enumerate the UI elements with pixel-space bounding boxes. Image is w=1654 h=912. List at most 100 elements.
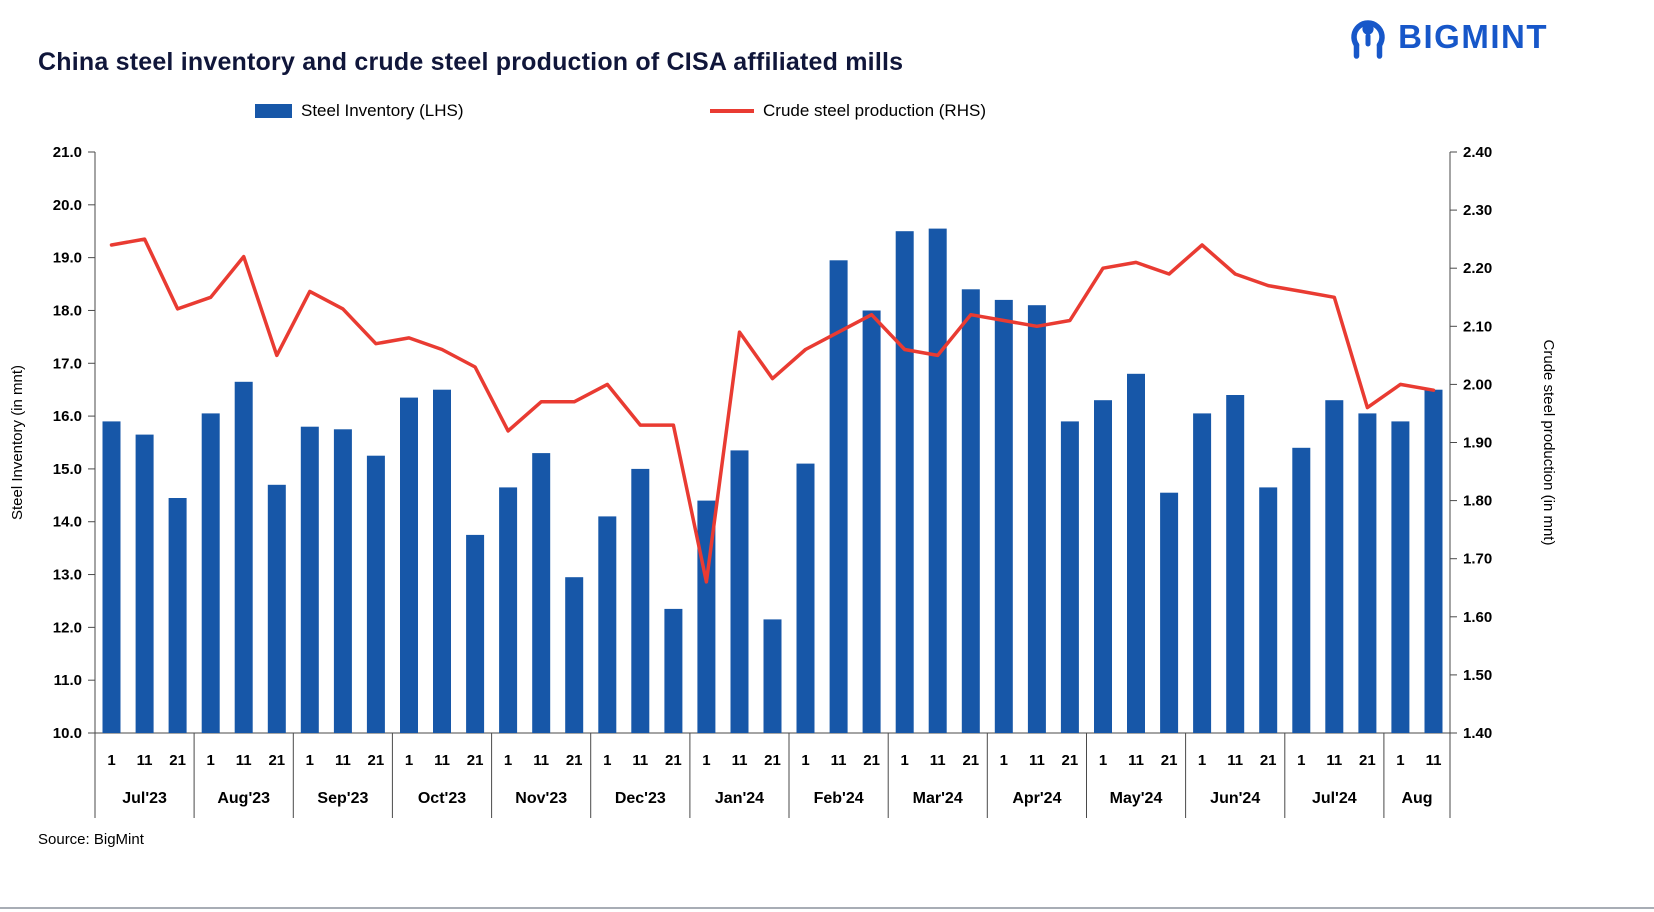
legend-label-crude-production: Crude steel production (RHS) — [763, 101, 986, 120]
month-label: Jun'24 — [1210, 790, 1260, 807]
inventory-bar — [598, 516, 617, 733]
inventory-bar — [1292, 447, 1311, 733]
inventory-bar — [1391, 421, 1410, 733]
bigmint-logo-text: BIGMINT — [1398, 18, 1548, 55]
x-tick-label: 1 — [405, 752, 413, 769]
inventory-bar — [433, 389, 451, 733]
inventory-bar — [168, 498, 187, 733]
month-label: Jul'24 — [1312, 790, 1357, 807]
x-tick-label: 1 — [306, 752, 314, 769]
month-label: Jan'24 — [715, 790, 764, 807]
inventory-bar — [1060, 421, 1079, 733]
x-tick-label: 21 — [1161, 752, 1178, 769]
x-tick-label: 21 — [1359, 752, 1376, 769]
inventory-bar — [631, 468, 650, 733]
month-label: Aug — [1401, 790, 1432, 807]
bigmint-logo: BIGMINT — [1347, 14, 1548, 60]
legend-label-steel-inventory: Steel Inventory (LHS) — [301, 101, 464, 120]
inventory-bar — [234, 381, 253, 733]
x-tick-label: 21 — [665, 752, 682, 769]
inventory-bar — [1094, 400, 1112, 733]
inventory-bar — [730, 450, 749, 733]
month-label: Apr'24 — [1012, 790, 1061, 807]
inventory-bar — [300, 426, 319, 733]
inventory-bar — [1259, 487, 1278, 733]
inventory-bar — [862, 310, 881, 733]
inventory-bar — [1358, 413, 1377, 733]
y-left-tick-label: 16.0 — [53, 408, 82, 425]
inventory-bar — [961, 289, 980, 733]
bar-swatch-icon — [255, 104, 292, 118]
inventory-bar — [466, 534, 485, 733]
inventory-bar — [135, 434, 154, 733]
y-left-tick-label: 17.0 — [53, 355, 82, 372]
x-tick-label: 11 — [137, 752, 153, 769]
inventory-bar — [763, 619, 782, 733]
month-label: May'24 — [1110, 790, 1163, 807]
inventory-bar — [928, 228, 947, 733]
y-left-tick-label: 20.0 — [53, 197, 82, 214]
x-tick-label: 1 — [901, 752, 909, 769]
x-tick-label: 1 — [1099, 752, 1107, 769]
y-right-tick-label: 2.20 — [1463, 260, 1492, 277]
y-left-tick-label: 13.0 — [53, 567, 82, 584]
month-label: Oct'23 — [418, 790, 466, 807]
inventory-bar — [1160, 492, 1179, 733]
y-right-tick-label: 1.90 — [1463, 435, 1492, 452]
x-tick-label: 21 — [764, 752, 781, 769]
x-tick-label: 21 — [566, 752, 583, 769]
x-tick-label: 11 — [1326, 752, 1342, 769]
x-tick-label: 11 — [1426, 752, 1442, 769]
inventory-bar — [267, 484, 286, 733]
x-tick-label: 1 — [1396, 752, 1404, 769]
y-left-tick-label: 15.0 — [53, 461, 82, 478]
y-right-tick-label: 1.70 — [1463, 551, 1492, 568]
inventory-bar — [400, 397, 418, 733]
x-tick-label: 1 — [1297, 752, 1305, 769]
inventory-bar — [366, 455, 385, 733]
x-tick-label: 11 — [632, 752, 648, 769]
page-title: China steel inventory and crude steel pr… — [38, 48, 904, 76]
y-right-tick-label: 1.60 — [1463, 609, 1492, 626]
x-tick-label: 21 — [1062, 752, 1079, 769]
y-right-tick-label: 1.80 — [1463, 493, 1492, 510]
inventory-bar — [102, 421, 121, 733]
y-left-tick-label: 21.0 — [53, 144, 82, 161]
y-left-tick-label: 14.0 — [53, 514, 82, 531]
x-tick-label: 1 — [702, 752, 710, 769]
y-right-tick-label: 2.40 — [1463, 144, 1492, 161]
y-left-tick-label: 10.0 — [53, 725, 82, 742]
inventory-bar — [1325, 400, 1344, 733]
line-swatch-icon — [710, 109, 754, 113]
x-tick-label: 11 — [236, 752, 252, 769]
y-right-tick-label: 2.30 — [1463, 202, 1492, 219]
month-label: Nov'23 — [515, 790, 567, 807]
inventory-bar — [333, 429, 352, 733]
inventory-bar — [565, 577, 584, 733]
x-tick-label: 11 — [732, 752, 748, 769]
x-tick-label: 11 — [335, 752, 351, 769]
chart-legend: Steel Inventory (LHS) Crude steel produc… — [0, 101, 1654, 129]
inventory-bar — [994, 299, 1013, 733]
x-tick-label: 11 — [1029, 752, 1045, 769]
month-label: Dec'23 — [615, 790, 666, 807]
bottom-divider — [0, 907, 1654, 909]
month-label: Aug'23 — [217, 790, 270, 807]
x-tick-label: 1 — [603, 752, 611, 769]
x-tick-label: 11 — [1227, 752, 1243, 769]
production-line — [109, 237, 1436, 584]
y-right-tick-label: 2.00 — [1463, 376, 1492, 393]
y-left-tick-label: 11.0 — [54, 672, 82, 689]
x-tick-label: 1 — [1198, 752, 1206, 769]
y-right-tick-label: 2.10 — [1463, 318, 1492, 335]
legend-item-steel-inventory: Steel Inventory (LHS) — [255, 101, 464, 121]
x-tick-label: 21 — [863, 752, 880, 769]
inventory-bar — [664, 608, 683, 733]
inventory-bar — [1226, 395, 1245, 733]
x-tick-label: 1 — [1000, 752, 1008, 769]
x-tick-label: 1 — [207, 752, 215, 769]
x-tick-label: 11 — [533, 752, 549, 769]
inventory-bar — [895, 231, 914, 733]
inventory-bar — [829, 260, 848, 733]
inventory-bar — [532, 453, 551, 733]
